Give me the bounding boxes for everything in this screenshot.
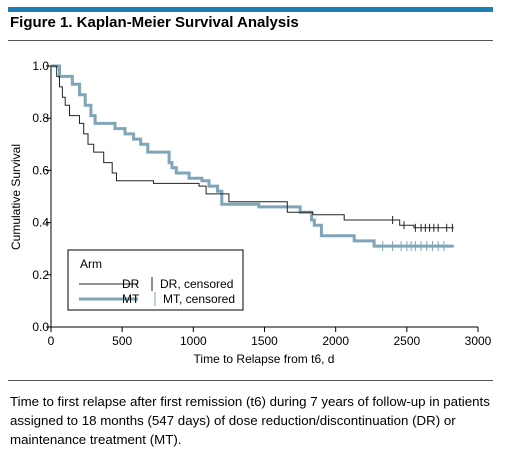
legend: Arm DR DR, censored MT MT, censored xyxy=(67,249,244,311)
series-mt-line xyxy=(51,64,454,248)
x-tick-label: 0 xyxy=(48,334,55,348)
x-tick-label: 1500 xyxy=(251,334,278,348)
x-tick-label: 500 xyxy=(112,334,132,348)
series-layer xyxy=(51,64,454,252)
x-tick-label: 2500 xyxy=(393,334,420,348)
x-axis-label: Time to Relapse from t6, d xyxy=(194,352,335,366)
y-tick-label: 0.4 xyxy=(32,216,49,230)
caption-divider xyxy=(8,380,493,381)
y-axis-label: Cumulative Survival xyxy=(9,144,23,250)
legend-title: Arm xyxy=(80,257,102,271)
ticks: 0 500 1000 1500 2000 2500 3000 0.0 0.2 0.4 0.6 0.8 1… xyxy=(32,59,491,348)
km-chart: 0 500 1000 1500 2000 2500 3000 0.0 0.2 0.4 0.6 0.8 1… xyxy=(9,59,492,366)
legend-censored-label-mt: MT, censored xyxy=(163,292,235,306)
legend-label-dr: DR xyxy=(122,277,140,291)
y-tick-label: 0.2 xyxy=(32,268,49,282)
x-tick-label: 1000 xyxy=(180,334,207,348)
y-tick-label: 0.6 xyxy=(32,163,49,177)
legend-censored-label-dr: DR, censored xyxy=(160,277,233,291)
legend-label-mt: MT xyxy=(122,292,140,306)
accent-bar xyxy=(8,7,493,12)
x-tick-label: 2000 xyxy=(322,334,349,348)
y-tick-label: 1.0 xyxy=(32,59,49,73)
figure-caption: Time to first relapse after first remiss… xyxy=(10,394,490,447)
title-divider xyxy=(8,40,493,41)
x-tick-label: 3000 xyxy=(465,334,492,348)
y-tick-label: 0.0 xyxy=(32,320,49,334)
series-dr-line xyxy=(51,65,454,229)
figure-title: Figure 1. Kaplan-Meier Survival Analysis xyxy=(10,14,299,31)
y-tick-label: 0.8 xyxy=(32,111,49,125)
